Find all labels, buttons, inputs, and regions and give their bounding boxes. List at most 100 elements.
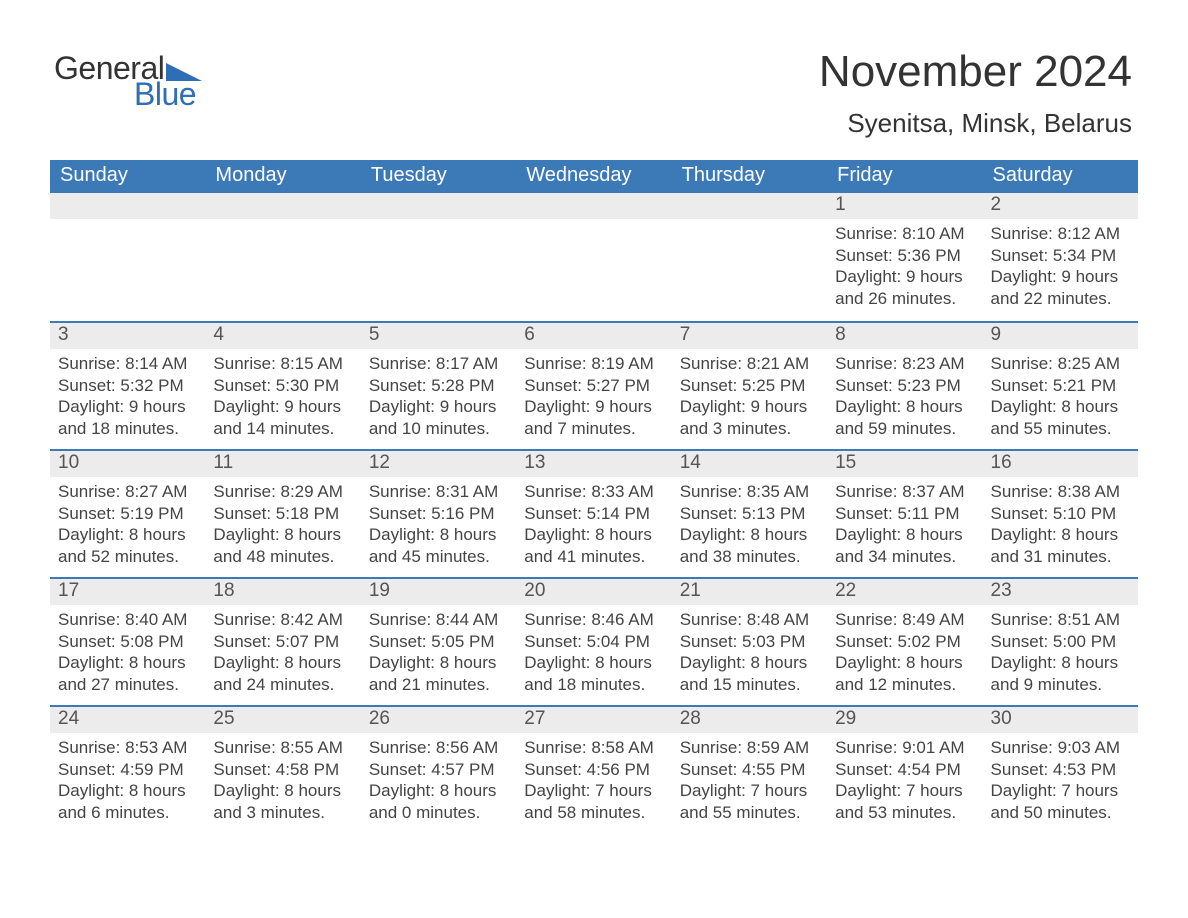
day-number: 26 xyxy=(361,707,516,733)
day-number: 5 xyxy=(361,323,516,349)
calendar-cell: 10Sunrise: 8:27 AMSunset: 5:19 PMDayligh… xyxy=(50,451,205,577)
day-number: 17 xyxy=(50,579,205,605)
day-number: 24 xyxy=(50,707,205,733)
calendar-cell: 14Sunrise: 8:35 AMSunset: 5:13 PMDayligh… xyxy=(672,451,827,577)
sunrise-calendar-page: General Blue November 2024 Syenitsa, Min… xyxy=(0,0,1188,918)
calendar-cell: 23Sunrise: 8:51 AMSunset: 5:00 PMDayligh… xyxy=(983,579,1138,705)
calendar-cell: 26Sunrise: 8:56 AMSunset: 4:57 PMDayligh… xyxy=(361,707,516,833)
calendar-cell: 16Sunrise: 8:38 AMSunset: 5:10 PMDayligh… xyxy=(983,451,1138,577)
calendar-cell: 20Sunrise: 8:46 AMSunset: 5:04 PMDayligh… xyxy=(516,579,671,705)
calendar-cell: 1Sunrise: 8:10 AMSunset: 5:36 PMDaylight… xyxy=(827,193,982,321)
day-number: 1 xyxy=(827,193,982,219)
calendar-cell xyxy=(205,193,360,321)
dow-tue: Tuesday xyxy=(361,160,516,193)
day-number: 22 xyxy=(827,579,982,605)
day-number: 23 xyxy=(983,579,1138,605)
calendar-cell: 15Sunrise: 8:37 AMSunset: 5:11 PMDayligh… xyxy=(827,451,982,577)
calendar-week: 1Sunrise: 8:10 AMSunset: 5:36 PMDaylight… xyxy=(50,193,1138,321)
day-details: Sunrise: 8:44 AMSunset: 5:05 PMDaylight:… xyxy=(361,605,516,704)
day-number: 4 xyxy=(205,323,360,349)
day-details: Sunrise: 8:17 AMSunset: 5:28 PMDaylight:… xyxy=(361,349,516,448)
day-details: Sunrise: 8:37 AMSunset: 5:11 PMDaylight:… xyxy=(827,477,982,576)
day-details: Sunrise: 8:25 AMSunset: 5:21 PMDaylight:… xyxy=(983,349,1138,448)
day-number xyxy=(50,193,205,219)
day-number: 10 xyxy=(50,451,205,477)
day-number: 20 xyxy=(516,579,671,605)
day-details: Sunrise: 8:27 AMSunset: 5:19 PMDaylight:… xyxy=(50,477,205,576)
day-details: Sunrise: 8:35 AMSunset: 5:13 PMDaylight:… xyxy=(672,477,827,576)
calendar-cell: 21Sunrise: 8:48 AMSunset: 5:03 PMDayligh… xyxy=(672,579,827,705)
day-number: 8 xyxy=(827,323,982,349)
calendar-cell: 27Sunrise: 8:58 AMSunset: 4:56 PMDayligh… xyxy=(516,707,671,833)
calendar-cell xyxy=(516,193,671,321)
calendar-cell: 4Sunrise: 8:15 AMSunset: 5:30 PMDaylight… xyxy=(205,323,360,449)
weeks-container: 1Sunrise: 8:10 AMSunset: 5:36 PMDaylight… xyxy=(50,193,1138,833)
day-details: Sunrise: 8:31 AMSunset: 5:16 PMDaylight:… xyxy=(361,477,516,576)
day-number: 2 xyxy=(983,193,1138,219)
brand-triangle-icon xyxy=(166,63,202,81)
calendar-cell: 24Sunrise: 8:53 AMSunset: 4:59 PMDayligh… xyxy=(50,707,205,833)
day-details: Sunrise: 8:51 AMSunset: 5:00 PMDaylight:… xyxy=(983,605,1138,704)
title-block: November 2024 Syenitsa, Minsk, Belarus xyxy=(819,48,1132,139)
day-number: 28 xyxy=(672,707,827,733)
calendar-cell: 5Sunrise: 8:17 AMSunset: 5:28 PMDaylight… xyxy=(361,323,516,449)
calendar-cell: 25Sunrise: 8:55 AMSunset: 4:58 PMDayligh… xyxy=(205,707,360,833)
day-details: Sunrise: 8:48 AMSunset: 5:03 PMDaylight:… xyxy=(672,605,827,704)
calendar-cell: 22Sunrise: 8:49 AMSunset: 5:02 PMDayligh… xyxy=(827,579,982,705)
day-details: Sunrise: 8:46 AMSunset: 5:04 PMDaylight:… xyxy=(516,605,671,704)
day-details: Sunrise: 8:10 AMSunset: 5:36 PMDaylight:… xyxy=(827,219,982,318)
calendar-cell: 30Sunrise: 9:03 AMSunset: 4:53 PMDayligh… xyxy=(983,707,1138,833)
calendar: Sunday Monday Tuesday Wednesday Thursday… xyxy=(50,160,1138,833)
day-number: 29 xyxy=(827,707,982,733)
dow-sun: Sunday xyxy=(50,160,205,193)
day-details: Sunrise: 9:03 AMSunset: 4:53 PMDaylight:… xyxy=(983,733,1138,832)
calendar-cell: 11Sunrise: 8:29 AMSunset: 5:18 PMDayligh… xyxy=(205,451,360,577)
calendar-cell: 18Sunrise: 8:42 AMSunset: 5:07 PMDayligh… xyxy=(205,579,360,705)
day-number: 19 xyxy=(361,579,516,605)
day-details: Sunrise: 8:33 AMSunset: 5:14 PMDaylight:… xyxy=(516,477,671,576)
calendar-cell: 9Sunrise: 8:25 AMSunset: 5:21 PMDaylight… xyxy=(983,323,1138,449)
calendar-cell xyxy=(361,193,516,321)
dow-wed: Wednesday xyxy=(516,160,671,193)
day-details: Sunrise: 8:56 AMSunset: 4:57 PMDaylight:… xyxy=(361,733,516,832)
day-number: 6 xyxy=(516,323,671,349)
calendar-cell: 6Sunrise: 8:19 AMSunset: 5:27 PMDaylight… xyxy=(516,323,671,449)
day-details: Sunrise: 8:15 AMSunset: 5:30 PMDaylight:… xyxy=(205,349,360,448)
calendar-week: 10Sunrise: 8:27 AMSunset: 5:19 PMDayligh… xyxy=(50,449,1138,577)
day-number: 30 xyxy=(983,707,1138,733)
dow-fri: Friday xyxy=(827,160,982,193)
calendar-cell: 7Sunrise: 8:21 AMSunset: 5:25 PMDaylight… xyxy=(672,323,827,449)
calendar-week: 3Sunrise: 8:14 AMSunset: 5:32 PMDaylight… xyxy=(50,321,1138,449)
day-number: 27 xyxy=(516,707,671,733)
day-details: Sunrise: 8:12 AMSunset: 5:34 PMDaylight:… xyxy=(983,219,1138,318)
calendar-cell: 13Sunrise: 8:33 AMSunset: 5:14 PMDayligh… xyxy=(516,451,671,577)
day-number: 7 xyxy=(672,323,827,349)
day-number xyxy=(516,193,671,219)
day-number: 16 xyxy=(983,451,1138,477)
day-details: Sunrise: 8:55 AMSunset: 4:58 PMDaylight:… xyxy=(205,733,360,832)
day-number: 25 xyxy=(205,707,360,733)
day-details: Sunrise: 8:59 AMSunset: 4:55 PMDaylight:… xyxy=(672,733,827,832)
day-number: 12 xyxy=(361,451,516,477)
day-details: Sunrise: 9:01 AMSunset: 4:54 PMDaylight:… xyxy=(827,733,982,832)
brand-text-2: Blue xyxy=(134,78,202,110)
day-details: Sunrise: 8:21 AMSunset: 5:25 PMDaylight:… xyxy=(672,349,827,448)
calendar-week: 24Sunrise: 8:53 AMSunset: 4:59 PMDayligh… xyxy=(50,705,1138,833)
day-details: Sunrise: 8:58 AMSunset: 4:56 PMDaylight:… xyxy=(516,733,671,832)
calendar-cell: 12Sunrise: 8:31 AMSunset: 5:16 PMDayligh… xyxy=(361,451,516,577)
day-details: Sunrise: 8:49 AMSunset: 5:02 PMDaylight:… xyxy=(827,605,982,704)
day-details: Sunrise: 8:23 AMSunset: 5:23 PMDaylight:… xyxy=(827,349,982,448)
day-number: 18 xyxy=(205,579,360,605)
day-details: Sunrise: 8:40 AMSunset: 5:08 PMDaylight:… xyxy=(50,605,205,704)
day-number: 3 xyxy=(50,323,205,349)
day-number xyxy=(672,193,827,219)
day-details: Sunrise: 8:42 AMSunset: 5:07 PMDaylight:… xyxy=(205,605,360,704)
calendar-cell: 8Sunrise: 8:23 AMSunset: 5:23 PMDaylight… xyxy=(827,323,982,449)
calendar-cell: 17Sunrise: 8:40 AMSunset: 5:08 PMDayligh… xyxy=(50,579,205,705)
day-details: Sunrise: 8:19 AMSunset: 5:27 PMDaylight:… xyxy=(516,349,671,448)
day-number: 15 xyxy=(827,451,982,477)
day-number xyxy=(361,193,516,219)
calendar-cell: 28Sunrise: 8:59 AMSunset: 4:55 PMDayligh… xyxy=(672,707,827,833)
day-details: Sunrise: 8:38 AMSunset: 5:10 PMDaylight:… xyxy=(983,477,1138,576)
calendar-cell: 19Sunrise: 8:44 AMSunset: 5:05 PMDayligh… xyxy=(361,579,516,705)
